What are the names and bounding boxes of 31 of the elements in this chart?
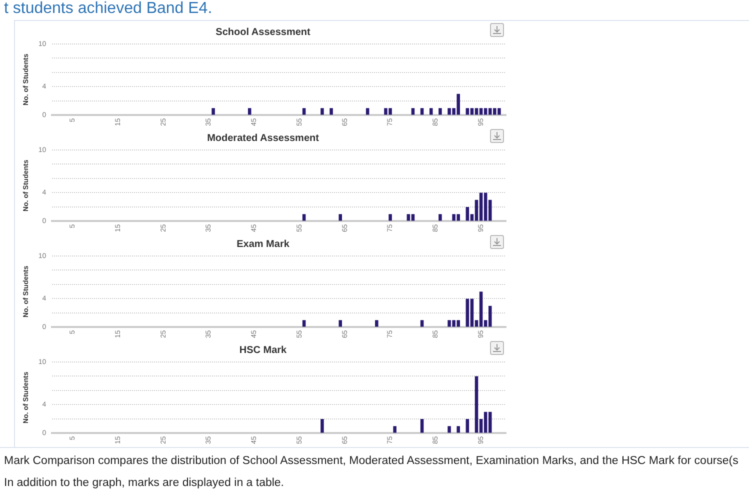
bar — [466, 418, 470, 433]
bar — [420, 320, 424, 327]
bar — [420, 418, 424, 433]
bar — [338, 214, 342, 221]
bar — [479, 192, 483, 221]
text: t students achieved Band E4. — [4, 0, 212, 18]
bar — [302, 214, 306, 221]
text: Mark Comparison compares the distribution of School Assessment, Moderated Assessment, Examination Marks, and the HSC Mark for course(s — [3, 454, 740, 468]
bar — [438, 214, 442, 221]
bar — [466, 298, 470, 327]
text: In addition to the graph, marks are displayed in a table. — [3, 476, 286, 490]
bar — [320, 418, 324, 433]
bar — [393, 426, 396, 433]
chart-title: School Assessment — [216, 26, 311, 38]
bar — [470, 298, 474, 327]
bar — [488, 306, 492, 327]
bar — [338, 320, 342, 327]
bar — [388, 214, 392, 221]
bar — [479, 292, 483, 327]
chart-title: Exam Mark — [236, 238, 290, 250]
chart-title: HSC Mark — [239, 344, 288, 356]
bar — [406, 214, 410, 221]
bar — [375, 320, 378, 327]
bar — [466, 206, 470, 221]
chart-title: Moderated Assessment — [207, 132, 320, 144]
bar — [302, 320, 306, 327]
bar — [474, 376, 478, 433]
bar — [456, 426, 460, 433]
bar — [411, 214, 415, 221]
bar — [488, 412, 492, 433]
bar — [448, 426, 451, 433]
